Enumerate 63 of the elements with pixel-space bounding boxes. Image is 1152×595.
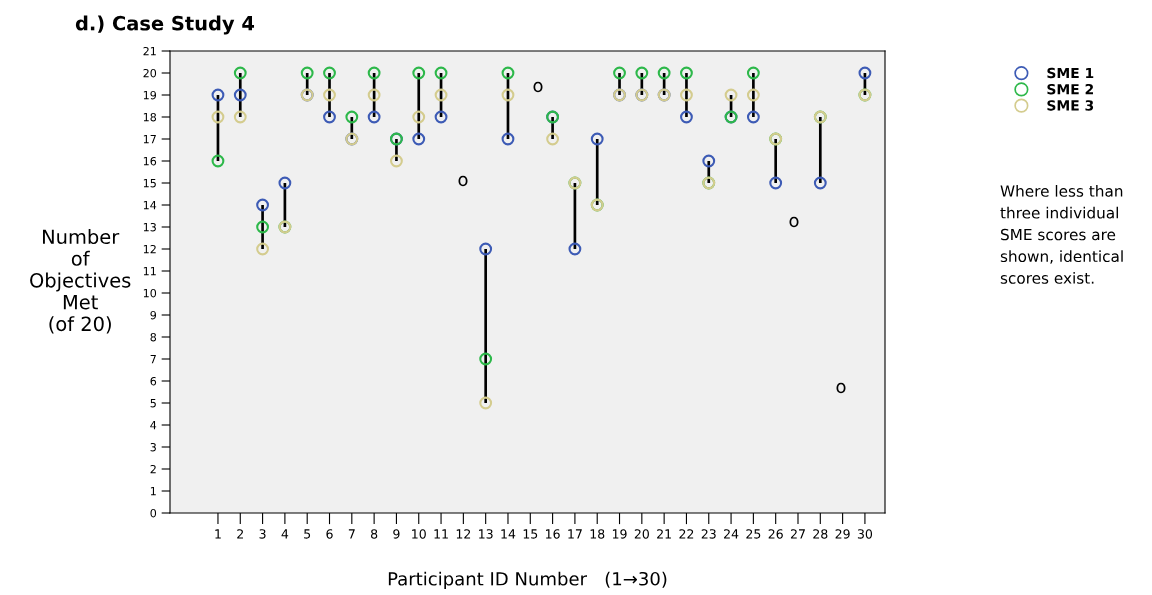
y-tick-label: 19	[143, 90, 157, 100]
x-tick-label: 21	[657, 529, 671, 539]
x-tick-label: 4	[281, 529, 289, 539]
y-tick-label: 13	[143, 222, 156, 232]
y-axis-title: Number of Objectives Met (of 20)	[30, 229, 131, 334]
x-tick-label: 11	[434, 529, 448, 539]
y-tick-label: 2	[150, 464, 156, 474]
x-tick-label: 13	[479, 529, 493, 539]
x-tick-label: 22	[679, 529, 694, 539]
y-tick-label: 14	[143, 201, 157, 210]
x-tick-label: 6	[326, 529, 333, 539]
y-tick-label: 15	[143, 179, 156, 188]
x-tick-label: 5	[304, 529, 311, 539]
y-tick-label: 4	[150, 421, 157, 430]
annotation: o	[789, 216, 799, 228]
x-tick-label: 26	[768, 529, 783, 539]
x-tick-label: 14	[501, 529, 516, 539]
y-tick-label: 21	[143, 46, 156, 56]
y-tick-label: 6	[150, 376, 157, 386]
legend-label: SME 1	[1047, 67, 1094, 79]
x-tick-label: 16	[546, 529, 560, 539]
annotation: o	[836, 382, 846, 394]
x-tick-label: 17	[568, 529, 582, 539]
y-tick-label: 5	[150, 399, 156, 408]
x-tick-label: 7	[348, 529, 355, 539]
x-tick-label: 3	[259, 529, 266, 539]
x-tick-label: 29	[835, 529, 850, 539]
x-tick-label: 9	[393, 529, 400, 539]
y-tick-label: 8	[150, 332, 157, 342]
x-tick-label: 19	[612, 529, 627, 539]
x-tick-label: 1	[215, 529, 221, 539]
x-tick-label: 2	[237, 529, 243, 539]
y-tick-label: 17	[143, 135, 156, 144]
x-tick-label: 25	[746, 529, 761, 539]
y-tick-label: 16	[143, 156, 157, 166]
y-tick-label: 10	[143, 288, 157, 298]
y-tick-label: 12	[143, 244, 156, 254]
chart-title: d.) Case Study 4	[75, 15, 255, 35]
x-tick-label: 30	[857, 529, 873, 539]
y-tick-label: 18	[143, 112, 157, 122]
legend-label: SME 2	[1047, 83, 1093, 95]
x-tick-label: 23	[701, 529, 716, 539]
x-tick-label: 12	[456, 529, 471, 539]
y-tick-label: 9	[150, 310, 157, 320]
x-axis-title: Participant ID Number (1→30)	[388, 571, 667, 590]
x-tick-label: 24	[724, 529, 739, 539]
x-tick-label: 8	[371, 529, 378, 539]
annotation: o	[533, 81, 543, 93]
x-tick-label: 27	[790, 529, 805, 539]
x-tick-label: 10	[412, 529, 426, 539]
y-tick-label: 0	[150, 508, 157, 518]
x-tick-label: 28	[813, 529, 828, 539]
x-tick-label: 18	[590, 529, 605, 539]
y-tick-label: 3	[150, 442, 156, 452]
y-tick-label: 1	[150, 487, 156, 496]
y-tick-label: 20	[143, 68, 157, 78]
x-tick-label: 20	[634, 529, 649, 539]
text: Where less than three individual SME scores are shown, identical scores exist.	[1000, 185, 1123, 284]
legend-label: SME 3	[1047, 100, 1094, 111]
x-tick-label: 15	[523, 529, 538, 539]
annotation: o	[458, 175, 468, 187]
y-tick-label: 7	[150, 355, 156, 364]
y-tick-label: 11	[143, 267, 156, 276]
